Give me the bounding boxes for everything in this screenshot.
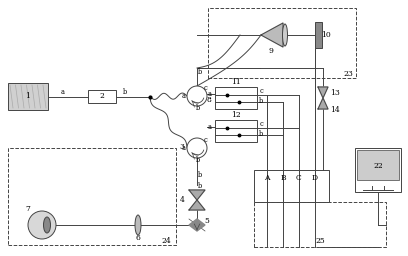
Text: 3: 3 — [180, 143, 184, 151]
Text: b: b — [198, 68, 202, 76]
Text: 13: 13 — [330, 89, 340, 97]
Text: 8: 8 — [206, 96, 211, 104]
Text: a: a — [182, 144, 186, 152]
Polygon shape — [318, 98, 328, 109]
Text: a: a — [208, 90, 212, 98]
Text: a: a — [61, 88, 65, 95]
Text: b: b — [123, 88, 127, 95]
Text: D: D — [312, 174, 318, 182]
Polygon shape — [189, 190, 205, 200]
Text: 4: 4 — [180, 196, 184, 204]
Bar — [357, 150, 399, 180]
Text: 12: 12 — [231, 111, 241, 119]
Bar — [355, 148, 401, 192]
Text: 5: 5 — [204, 217, 209, 225]
Text: 10: 10 — [321, 31, 331, 39]
Bar — [208, 8, 356, 78]
Bar — [254, 202, 386, 247]
Text: 7: 7 — [26, 205, 31, 213]
Text: c: c — [203, 84, 207, 92]
Bar — [215, 120, 257, 142]
Text: c: c — [203, 136, 207, 144]
Polygon shape — [261, 23, 283, 47]
Text: C: C — [296, 174, 302, 182]
Bar — [215, 87, 257, 109]
Text: a: a — [182, 92, 186, 100]
Text: b: b — [259, 130, 263, 138]
Text: 14: 14 — [330, 106, 340, 114]
Ellipse shape — [135, 215, 141, 235]
Text: 11: 11 — [231, 78, 241, 86]
Text: 1: 1 — [26, 92, 31, 101]
Text: 25: 25 — [315, 237, 325, 245]
Polygon shape — [189, 200, 205, 210]
Text: 9: 9 — [268, 47, 273, 55]
Bar — [315, 22, 322, 48]
Text: 22: 22 — [373, 162, 383, 170]
Text: b: b — [198, 182, 202, 190]
Text: 23: 23 — [343, 70, 353, 78]
Text: b: b — [196, 156, 200, 164]
Bar — [8, 148, 176, 245]
Text: B: B — [280, 174, 286, 182]
Text: 24: 24 — [161, 237, 171, 245]
Text: c: c — [259, 87, 263, 95]
Polygon shape — [318, 87, 328, 98]
Bar — [254, 170, 329, 202]
Text: c: c — [259, 120, 263, 128]
Circle shape — [28, 211, 56, 239]
Circle shape — [187, 138, 207, 158]
Text: A: A — [264, 174, 270, 182]
Circle shape — [187, 86, 207, 106]
Text: 6: 6 — [135, 234, 140, 242]
Bar — [88, 90, 116, 103]
Text: 2: 2 — [100, 92, 104, 101]
Text: b: b — [196, 104, 200, 112]
Text: b: b — [198, 171, 202, 179]
Ellipse shape — [282, 24, 288, 46]
Ellipse shape — [44, 217, 51, 233]
Text: a: a — [208, 123, 212, 131]
Polygon shape — [189, 219, 205, 231]
Bar — [8, 83, 48, 110]
Text: b: b — [259, 97, 263, 105]
